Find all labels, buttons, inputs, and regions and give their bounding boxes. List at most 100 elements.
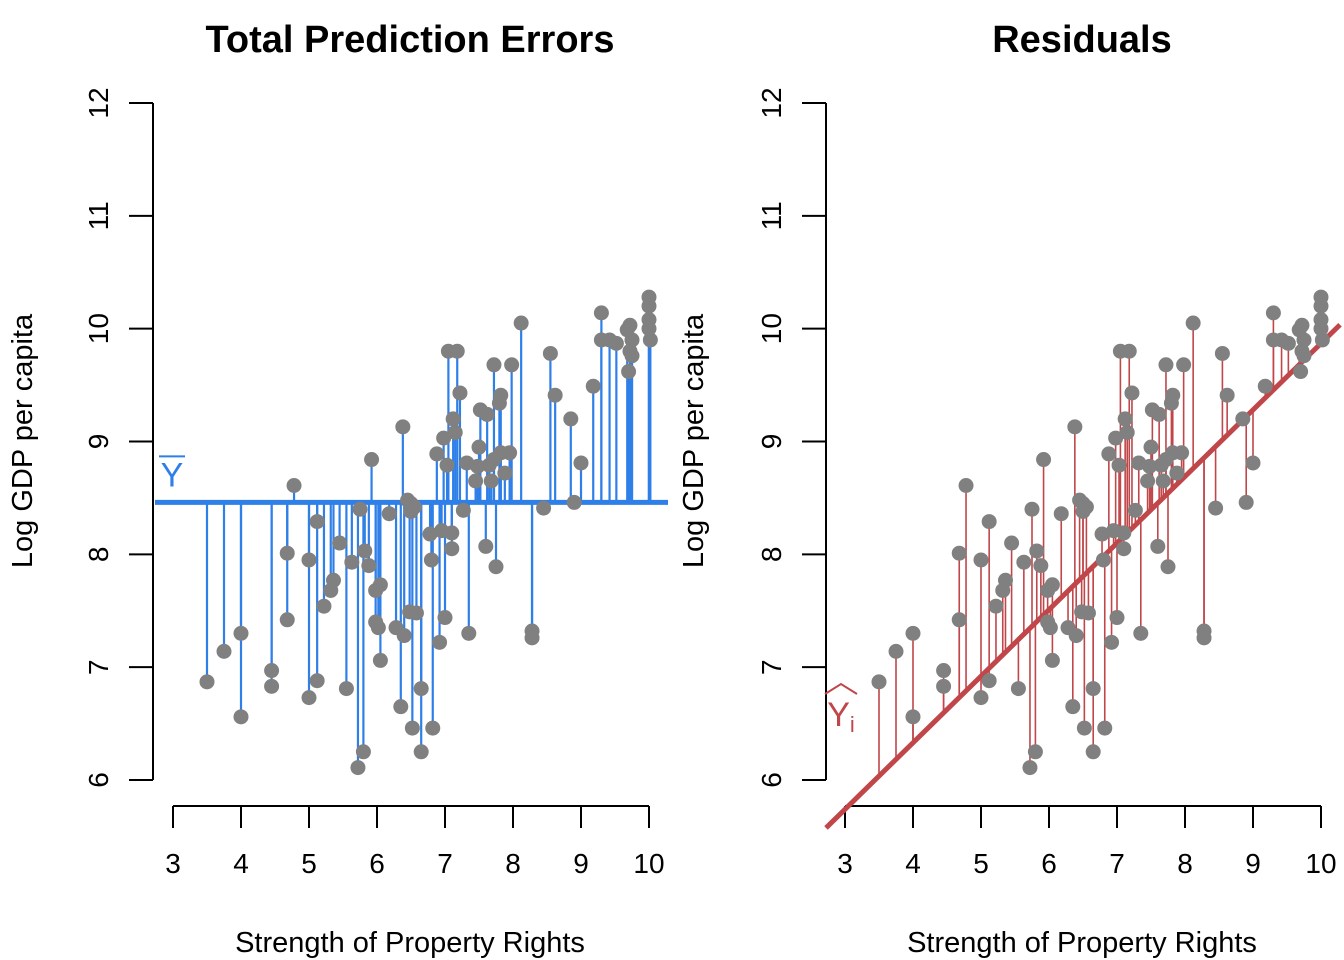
mean-label: Y [161,456,184,494]
data-point [408,605,424,621]
data-point [1142,458,1158,474]
chart-title-right: Residuals [992,19,1172,61]
y-tick-label: 6 [756,772,787,788]
data-point [393,699,409,715]
y-tick-label: 9 [756,434,787,450]
data-point [493,387,509,403]
data-point [1085,744,1101,760]
data-point [344,554,360,570]
data-point [573,455,589,471]
data-point [1208,500,1224,516]
data-point [1068,628,1084,644]
data-point [470,458,486,474]
data-point [524,630,540,646]
y-tick-label: 12 [756,87,787,118]
data-point [372,652,388,668]
data-point [413,744,429,760]
data-point [504,357,520,373]
data-point [301,552,317,568]
data-point [1293,364,1309,380]
data-point [905,709,921,725]
data-point [449,343,465,359]
data-point [350,760,366,776]
y-axis-label-right: Log GDP per capita [678,313,710,568]
data-point [1140,473,1156,489]
y-tick-label: 9 [83,434,114,450]
data-point [381,506,397,522]
data-point [1238,494,1254,510]
data-point [406,499,422,515]
data-point [1151,406,1167,422]
x-tick-label: 5 [973,848,989,879]
data-point [423,552,439,568]
data-point [1265,305,1281,321]
data-point [641,321,657,337]
data-point [502,445,518,461]
x-tick-label: 6 [1041,848,1057,879]
x-tick-label: 3 [837,848,853,879]
data-point [624,348,640,364]
data-point [286,478,302,494]
data-point [471,439,487,455]
x-tick-label: 10 [633,848,664,879]
data-point [1044,577,1060,593]
data-point [905,625,921,641]
x-tick-label: 7 [437,848,453,879]
data-point [370,620,386,636]
data-point [1065,699,1081,715]
data-point [461,625,477,641]
data-point [355,744,371,760]
data-point [1109,610,1125,626]
x-tick-label: 4 [905,848,921,879]
data-point [888,643,904,659]
data-point [445,411,461,427]
points-right [871,289,1330,776]
data-point [352,501,368,517]
data-point [951,545,967,561]
data-point [981,514,997,530]
data-point [1174,445,1190,461]
data-point [1076,720,1092,736]
data-point [1169,465,1185,481]
data-point [973,690,989,706]
data-point [361,558,377,574]
data-point [1116,541,1132,557]
data-point [1095,552,1111,568]
data-point [483,473,499,489]
data-point [958,478,974,494]
x-tick-label: 8 [1177,848,1193,879]
data-point [1108,430,1124,446]
x-axis-left: 3 4 5 6 7 8 9 10 [165,805,665,879]
data-point [395,419,411,435]
data-point [279,545,295,561]
x-tick-label: 4 [233,848,249,879]
data-point [425,720,441,736]
data-point [585,378,601,394]
y-tick-label: 10 [83,313,114,344]
data-point [1245,455,1261,471]
y-axis-label-left: Log GDP per capita [7,313,39,568]
x-tick-label: 5 [301,848,317,879]
x-tick-label: 8 [505,848,521,879]
data-point [1027,744,1043,760]
x-tick-label: 9 [573,848,589,879]
data-point [199,674,215,690]
data-point [547,387,563,403]
data-point [332,535,348,551]
y-tick-label: 8 [756,547,787,563]
data-point [279,612,295,628]
data-point [1101,446,1117,462]
data-point [988,598,1004,614]
data-point [1314,332,1330,348]
points-left [199,289,658,776]
data-point [1119,424,1135,440]
data-point [1294,317,1310,333]
y-tick-label: 8 [83,547,114,563]
data-point [429,446,445,462]
data-point [1044,652,1060,668]
data-point [1097,720,1113,736]
data-point [479,406,495,422]
data-point [1033,558,1049,574]
x-tick-label: 10 [1305,848,1336,879]
